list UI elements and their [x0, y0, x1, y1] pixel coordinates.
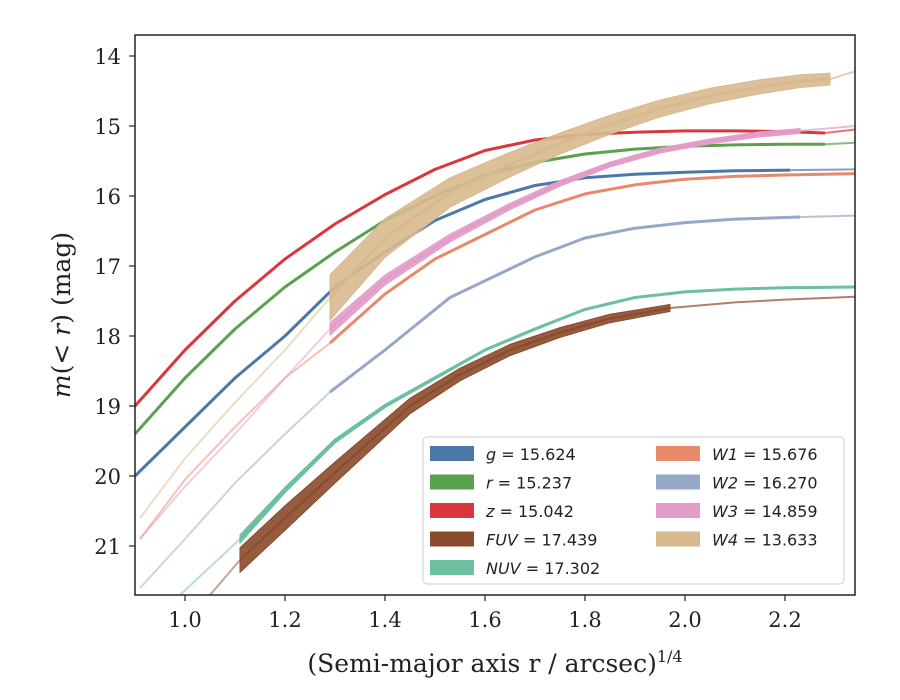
- series-nuv-extrapolation-inner: [179, 538, 241, 595]
- series-fuv-extrapolation-outer: [669, 295, 855, 309]
- x-axis-ticks: 1.0 1.2 1.4 1.6 1.8 2.0 2.2: [168, 595, 802, 632]
- legend-label-r: r = 15.237: [486, 474, 572, 493]
- legend-label-w4: W4 = 13.633: [712, 531, 818, 550]
- legend-swatch-w2: [656, 474, 700, 490]
- series-z-line: [135, 129, 826, 407]
- legend-swatch-w3: [656, 503, 700, 518]
- legend-label-fuv: FUV = 17.439: [486, 531, 597, 550]
- series-z-extrapolation-outer: [824, 128, 855, 134]
- series-g-line: [135, 168, 791, 478]
- y-tick-label: 15: [94, 115, 121, 139]
- y-tick-label: 21: [94, 535, 121, 559]
- legend-swatch-fuv: [430, 531, 474, 547]
- legend-label-g: g = 15.624: [486, 445, 576, 464]
- legend-label-w1: W1 = 15.676: [712, 445, 818, 464]
- series-w4-extrapolation-inner: [139, 296, 331, 519]
- legend-swatch-nuv: [430, 560, 474, 575]
- series-nuv-line: [238, 285, 855, 541]
- series-w4-extrapolation-outer: [829, 70, 855, 81]
- series-w3-extrapolation-outer: [799, 125, 855, 132]
- x-axis-title: (Semi-major axis r / arcsec)1/4: [307, 647, 682, 678]
- x-tick-label: 2.0: [668, 608, 701, 632]
- x-tick-label: 1.6: [468, 608, 501, 632]
- x-tick-label: 1.8: [568, 608, 601, 632]
- series-fuv-line: [239, 307, 671, 561]
- series-w2-line: [329, 215, 801, 394]
- series-w2-extrapolation-outer: [799, 214, 855, 218]
- series-w4-line: [328, 77, 831, 299]
- series-w1-line: [329, 172, 855, 345]
- legend-label-w3: W3 = 14.859: [712, 502, 818, 521]
- series-w3-band: [329, 127, 801, 337]
- series-layer: [135, 70, 855, 595]
- series-r-extrapolation-outer: [824, 141, 855, 146]
- series-g-extrapolation-outer: [789, 168, 855, 172]
- x-tick-label: 2.2: [768, 608, 801, 632]
- y-tick-label: 19: [94, 395, 121, 419]
- legend-box: [422, 436, 845, 585]
- y-axis-title: m(< r) (mag): [47, 232, 76, 398]
- y-axis-ticks: 14 15 16 17 18 19 20 21: [94, 45, 135, 559]
- legend-label-w2: W2 = 16.270: [712, 474, 818, 493]
- legend-swatch-w4: [656, 531, 700, 547]
- legend-swatch-r: [430, 474, 474, 490]
- legend-swatch-g: [430, 446, 474, 461]
- legend-swatch-z: [430, 503, 474, 518]
- series-fuv-band: [239, 303, 671, 574]
- plot-frame: [134, 34, 856, 596]
- y-tick-label: 14: [94, 45, 121, 69]
- x-tick-label: 1.0: [168, 608, 201, 632]
- x-tick-label: 1.2: [268, 608, 301, 632]
- x-tick-label: 1.4: [368, 608, 401, 632]
- legend-label-z: z = 15.042: [485, 502, 574, 521]
- series-w2-extrapolation-inner: [139, 391, 331, 589]
- series-w1-extrapolation-inner: [139, 342, 331, 540]
- series-w4-band: [329, 72, 831, 322]
- y-tick-label: 17: [94, 255, 121, 279]
- series-w3-line: [329, 129, 801, 331]
- y-tick-label: 16: [94, 185, 121, 209]
- series-fuv-extrapolation-inner: [209, 559, 241, 595]
- legend: g = 15.624 r = 15.237 z = 15.042 FUV = 17.4…: [422, 436, 845, 585]
- y-tick-label: 18: [94, 325, 121, 349]
- legend-swatch-w1: [656, 446, 700, 461]
- y-tick-label: 20: [94, 465, 121, 489]
- series-w3-extrapolation-inner: [139, 328, 331, 540]
- legend-label-nuv: NUV = 17.302: [486, 559, 600, 578]
